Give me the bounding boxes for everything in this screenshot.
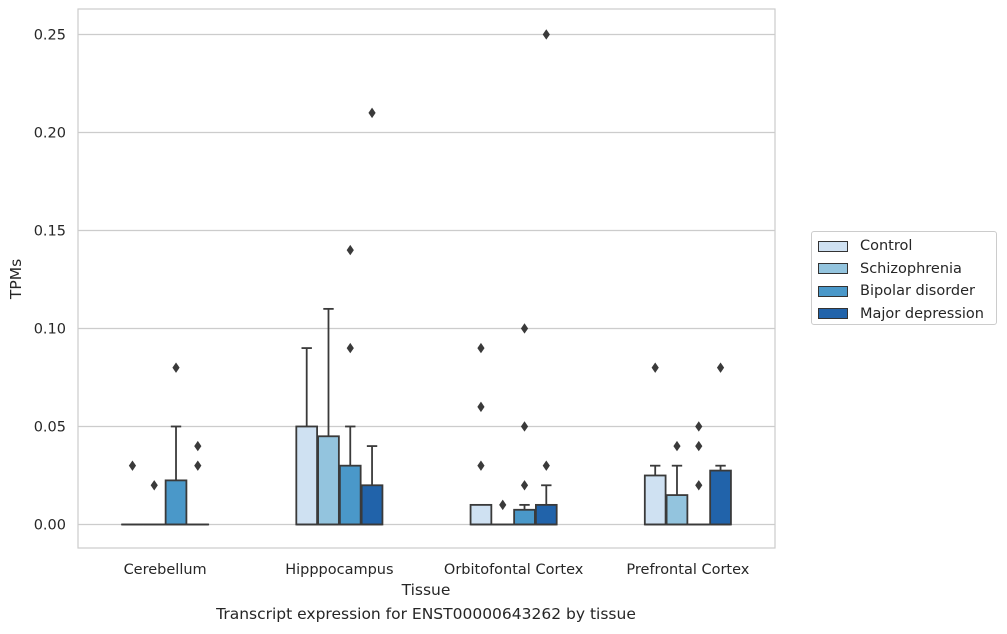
legend-label: Major depression xyxy=(860,305,984,322)
y-axis-label: TPMs xyxy=(7,259,25,300)
outlier-point xyxy=(651,362,659,373)
y-tick-label: 0.05 xyxy=(34,419,66,435)
outlier-point xyxy=(695,421,703,432)
outlier-point xyxy=(346,342,354,354)
outlier-point xyxy=(520,323,529,334)
box-control-1 xyxy=(295,347,318,526)
outlier-point xyxy=(477,342,485,354)
y-tick-label: 0.00 xyxy=(34,517,66,533)
box xyxy=(643,474,667,526)
box-major-depression-2 xyxy=(535,29,558,526)
legend-swatch xyxy=(818,263,848,274)
box-major-depression-1 xyxy=(360,107,384,526)
legend-swatch xyxy=(818,308,848,319)
box-control-2 xyxy=(469,342,493,526)
outlier-point xyxy=(172,362,180,373)
outlier-point xyxy=(477,460,485,471)
y-tick-label: 0.10 xyxy=(34,321,66,337)
outlier-point xyxy=(194,460,202,471)
outlier-point xyxy=(520,480,529,491)
outlier-point xyxy=(477,401,485,413)
box xyxy=(535,503,558,526)
outlier-point xyxy=(695,440,703,452)
outlier-point xyxy=(542,29,550,40)
legend-item: Schizophrenia xyxy=(818,259,962,279)
box xyxy=(709,469,732,526)
outlier-point xyxy=(520,421,529,432)
box xyxy=(338,464,362,526)
legend-label: Control xyxy=(860,238,913,254)
box-control-3 xyxy=(643,362,667,526)
legend-swatch xyxy=(818,240,848,252)
box xyxy=(317,435,340,526)
box-schizophrenia-2 xyxy=(491,499,515,526)
chart-caption: Transcript expression for ENST0000064326… xyxy=(216,605,636,623)
box xyxy=(665,494,689,526)
box-schizophrenia-3 xyxy=(665,440,689,526)
outlier-point xyxy=(368,107,376,119)
box-series xyxy=(121,29,732,526)
box xyxy=(164,479,188,526)
legend-item: Major depression xyxy=(818,304,984,324)
outlier-point xyxy=(150,480,158,491)
legend: Control Schizophrenia Bipolar disorder Majo… xyxy=(811,231,997,325)
outlier-point xyxy=(346,244,354,256)
outlier-point xyxy=(128,460,137,471)
x-tick-label: Hipppocampus xyxy=(285,562,393,578)
box xyxy=(513,508,536,526)
outlier-point xyxy=(673,440,681,452)
box-schizophrenia-0 xyxy=(142,480,166,526)
plot-frame xyxy=(77,8,776,549)
gridlines xyxy=(78,33,775,526)
y-axis-ticks: 0.00 0.05 0.10 0.15 0.20 0.25 xyxy=(34,27,66,533)
legend-item: Bipolar disorder xyxy=(818,281,975,301)
box-major-depression-3 xyxy=(709,362,732,526)
outlier-point xyxy=(499,499,507,511)
x-tick-label: Cerebellum xyxy=(124,562,207,578)
x-axis-label: Tissue xyxy=(401,581,451,599)
box-bipolar-disorder-0 xyxy=(164,362,188,526)
box-bipolar-disorder-3 xyxy=(687,421,711,526)
outlier-point xyxy=(695,480,703,491)
legend-label: Schizophrenia xyxy=(860,260,962,277)
x-axis-ticks: Cerebellum Hipppocampus Orbitofontal Corte… xyxy=(124,562,750,578)
box xyxy=(360,484,384,526)
box-schizophrenia-1 xyxy=(317,307,340,526)
y-tick-label: 0.20 xyxy=(34,125,66,141)
x-tick-label: Orbitofontal Cortex xyxy=(444,562,584,578)
legend-swatch xyxy=(818,285,848,297)
y-tick-label: 0.25 xyxy=(34,27,66,43)
outlier-point xyxy=(716,362,725,373)
box-bipolar-disorder-1 xyxy=(338,244,362,526)
box xyxy=(295,425,318,526)
legend-item: Control xyxy=(818,236,912,256)
legend-label: Bipolar disorder xyxy=(860,283,975,299)
outlier-point xyxy=(194,440,202,452)
x-tick-label: Prefrontal Cortex xyxy=(626,562,749,578)
y-tick-label: 0.15 xyxy=(34,223,66,239)
box xyxy=(469,503,493,526)
box-control-0 xyxy=(121,460,144,526)
box-major-depression-0 xyxy=(186,440,210,526)
outlier-point xyxy=(542,460,550,471)
box-bipolar-disorder-2 xyxy=(513,323,536,526)
